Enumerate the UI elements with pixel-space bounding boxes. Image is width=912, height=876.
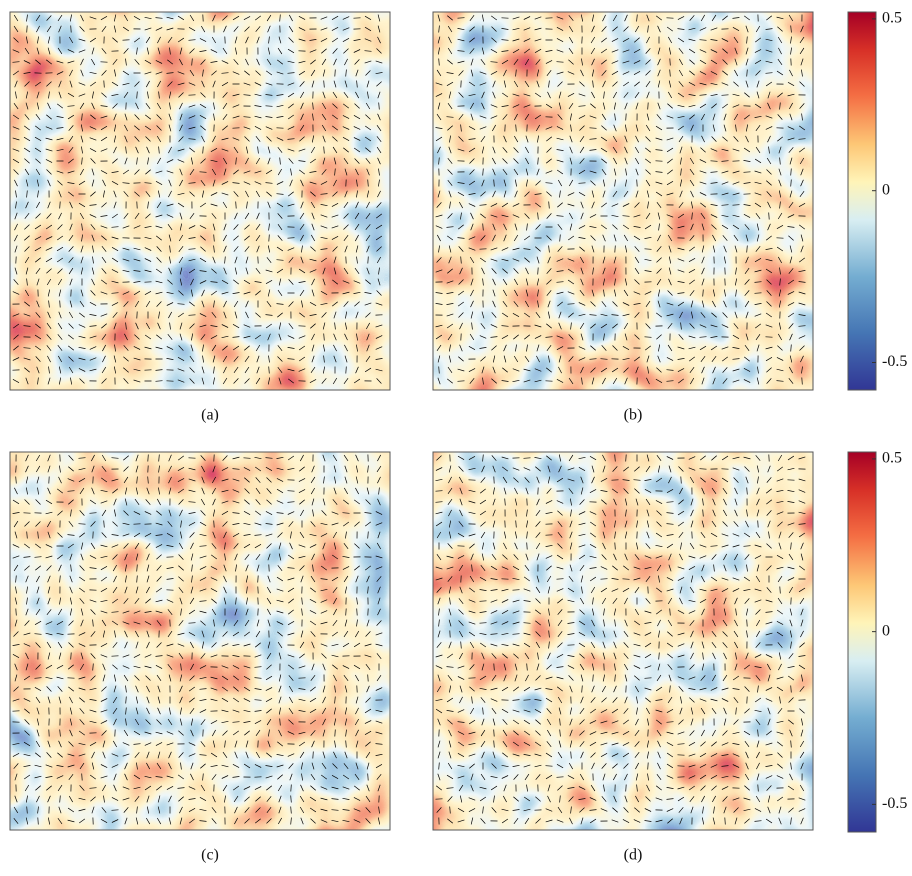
colorbar-tick-label: 0.5: [882, 10, 902, 27]
panel-label: (b): [624, 407, 643, 424]
panel-frame: [432, 451, 814, 831]
colorbar-tick-label: 0.5: [882, 450, 902, 467]
panel-frame: [9, 11, 391, 391]
vorticity-field: [10, 12, 390, 390]
vorticity-field: [10, 452, 390, 830]
colorbar-tick-label: 0: [882, 622, 890, 639]
colorbar-tick-label: 0: [882, 181, 890, 198]
velocity-arrows: [435, 14, 806, 385]
colorbar-tick-label: -0.5: [882, 795, 907, 812]
vorticity-field: [433, 452, 813, 830]
panel-label: (c): [201, 847, 219, 864]
vorticity-field: [433, 12, 813, 390]
velocity-arrows: [435, 454, 806, 825]
panel-frame: [9, 451, 391, 831]
panel-label: (d): [624, 847, 643, 864]
velocity-arrows: [12, 14, 383, 385]
colorbar-tick-label: -0.5: [882, 353, 907, 370]
panel-frame: [432, 11, 814, 391]
colorbar: [847, 11, 877, 391]
panel-label: (a): [201, 407, 219, 424]
velocity-arrows: [12, 454, 383, 825]
colorbar: [847, 451, 877, 833]
